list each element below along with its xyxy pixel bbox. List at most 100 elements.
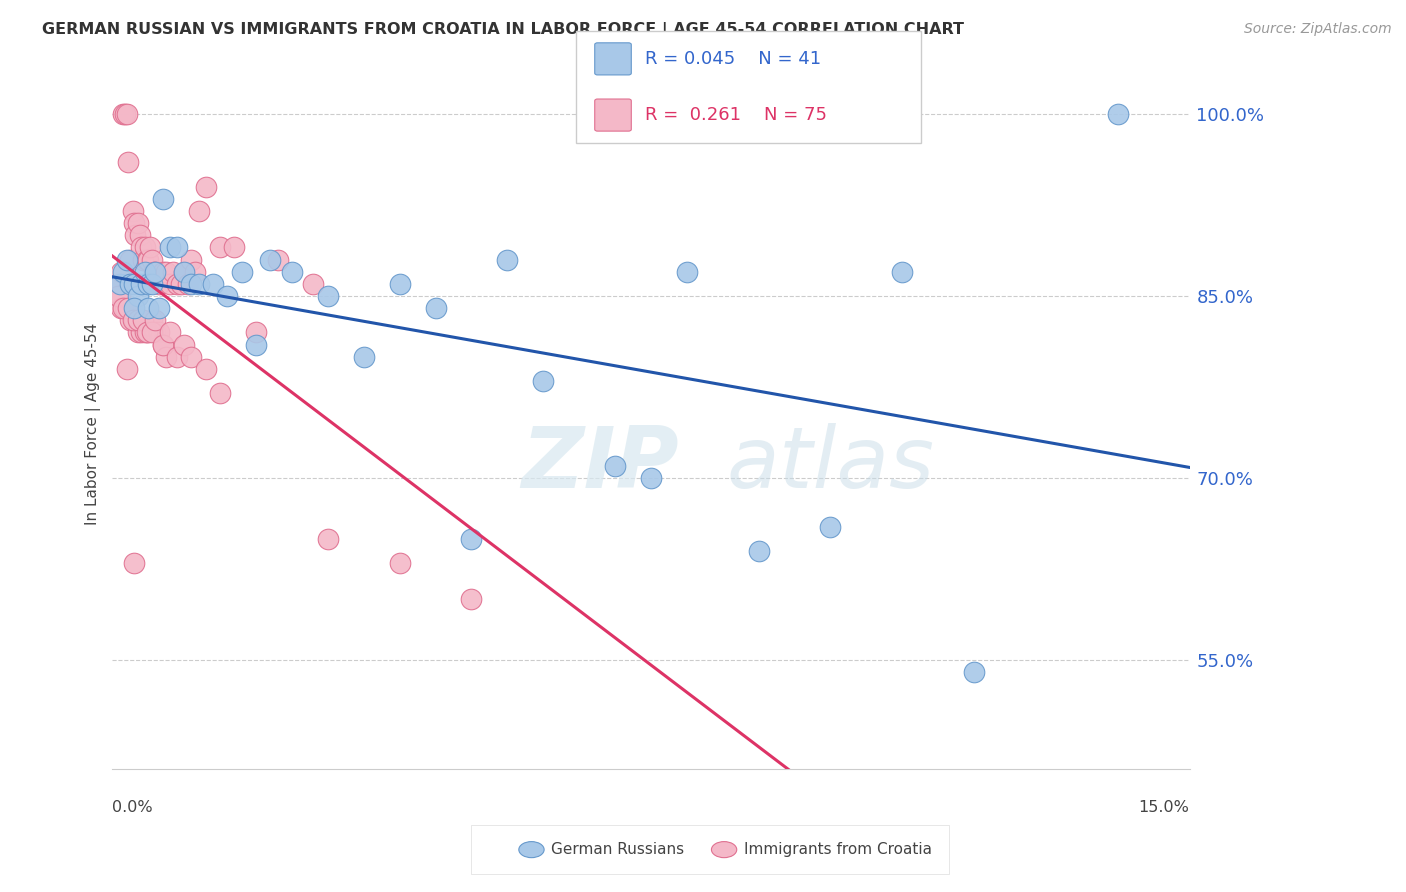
Point xyxy=(135,326,157,340)
Point xyxy=(131,313,153,327)
Point xyxy=(122,277,145,291)
Point xyxy=(107,277,129,291)
Point xyxy=(112,301,135,315)
Point xyxy=(187,204,209,219)
Point xyxy=(173,265,195,279)
Point xyxy=(266,252,288,267)
Point xyxy=(139,240,162,254)
Point xyxy=(152,192,174,206)
Point xyxy=(155,265,177,279)
Point xyxy=(281,265,304,279)
Text: ZIP: ZIP xyxy=(522,424,679,507)
Point xyxy=(388,556,411,570)
Point xyxy=(245,337,267,351)
Point xyxy=(259,252,281,267)
Point xyxy=(110,301,132,315)
Point xyxy=(115,252,138,267)
Point xyxy=(177,277,200,291)
Point xyxy=(112,265,135,279)
Point xyxy=(166,277,188,291)
Point xyxy=(159,326,181,340)
Point xyxy=(105,277,128,291)
Point xyxy=(117,155,139,169)
Point xyxy=(460,532,482,546)
Text: R =  0.261    N = 75: R = 0.261 N = 75 xyxy=(645,106,827,124)
Point xyxy=(891,265,914,279)
Point xyxy=(115,361,138,376)
Point xyxy=(145,313,167,327)
Point xyxy=(173,265,195,279)
Point xyxy=(820,519,842,533)
Point xyxy=(231,265,253,279)
Point xyxy=(134,240,156,254)
Point xyxy=(1107,107,1129,121)
Text: 0.0%: 0.0% xyxy=(112,800,153,814)
Point xyxy=(194,361,217,376)
Y-axis label: In Labor Force | Age 45-54: In Labor Force | Age 45-54 xyxy=(86,322,101,524)
Point xyxy=(129,277,152,291)
Point xyxy=(676,265,699,279)
Point xyxy=(209,240,232,254)
Point xyxy=(128,228,150,243)
Point xyxy=(135,252,157,267)
Point xyxy=(180,350,202,364)
Point xyxy=(353,350,375,364)
Point xyxy=(531,374,554,388)
Point xyxy=(141,277,163,291)
Point xyxy=(117,301,139,315)
Point xyxy=(141,313,163,327)
Point xyxy=(124,228,146,243)
Point xyxy=(145,326,167,340)
Point xyxy=(460,592,482,607)
Point xyxy=(302,277,325,291)
Text: R = 0.045    N = 41: R = 0.045 N = 41 xyxy=(645,50,821,68)
Point xyxy=(209,386,232,401)
Point xyxy=(141,326,163,340)
Point xyxy=(166,240,188,254)
Point xyxy=(134,265,156,279)
Point xyxy=(162,265,184,279)
Text: Immigrants from Croatia: Immigrants from Croatia xyxy=(744,842,932,857)
Point xyxy=(152,265,174,279)
Point xyxy=(129,326,152,340)
Text: GERMAN RUSSIAN VS IMMIGRANTS FROM CROATIA IN LABOR FORCE | AGE 45-54 CORRELATION: GERMAN RUSSIAN VS IMMIGRANTS FROM CROATI… xyxy=(42,22,965,38)
Point xyxy=(131,252,153,267)
Point xyxy=(388,277,411,291)
Point xyxy=(136,326,159,340)
Point xyxy=(110,265,132,279)
Text: German Russians: German Russians xyxy=(551,842,685,857)
Point xyxy=(122,301,145,315)
Point xyxy=(120,252,142,267)
Point xyxy=(145,265,167,279)
Point xyxy=(127,216,149,230)
Point xyxy=(136,252,159,267)
Point xyxy=(316,532,339,546)
Point xyxy=(120,277,142,291)
Point xyxy=(145,265,167,279)
Text: Source: ZipAtlas.com: Source: ZipAtlas.com xyxy=(1244,22,1392,37)
Point xyxy=(121,204,143,219)
Point xyxy=(136,301,159,315)
Point xyxy=(112,107,135,121)
Point xyxy=(148,277,170,291)
Point xyxy=(963,665,986,680)
Point xyxy=(127,289,149,303)
Point xyxy=(127,326,149,340)
Point xyxy=(496,252,519,267)
Point xyxy=(122,216,145,230)
Point xyxy=(180,252,202,267)
Point xyxy=(201,277,224,291)
Text: atlas: atlas xyxy=(727,424,935,507)
Point xyxy=(184,265,207,279)
Point xyxy=(152,337,174,351)
Point xyxy=(224,240,246,254)
Point xyxy=(107,289,129,303)
Text: 15.0%: 15.0% xyxy=(1139,800,1189,814)
Point xyxy=(134,326,156,340)
Point xyxy=(136,277,159,291)
Point xyxy=(159,277,181,291)
Point xyxy=(180,277,202,291)
Point xyxy=(640,471,662,485)
Point xyxy=(127,313,149,327)
Point xyxy=(148,326,170,340)
